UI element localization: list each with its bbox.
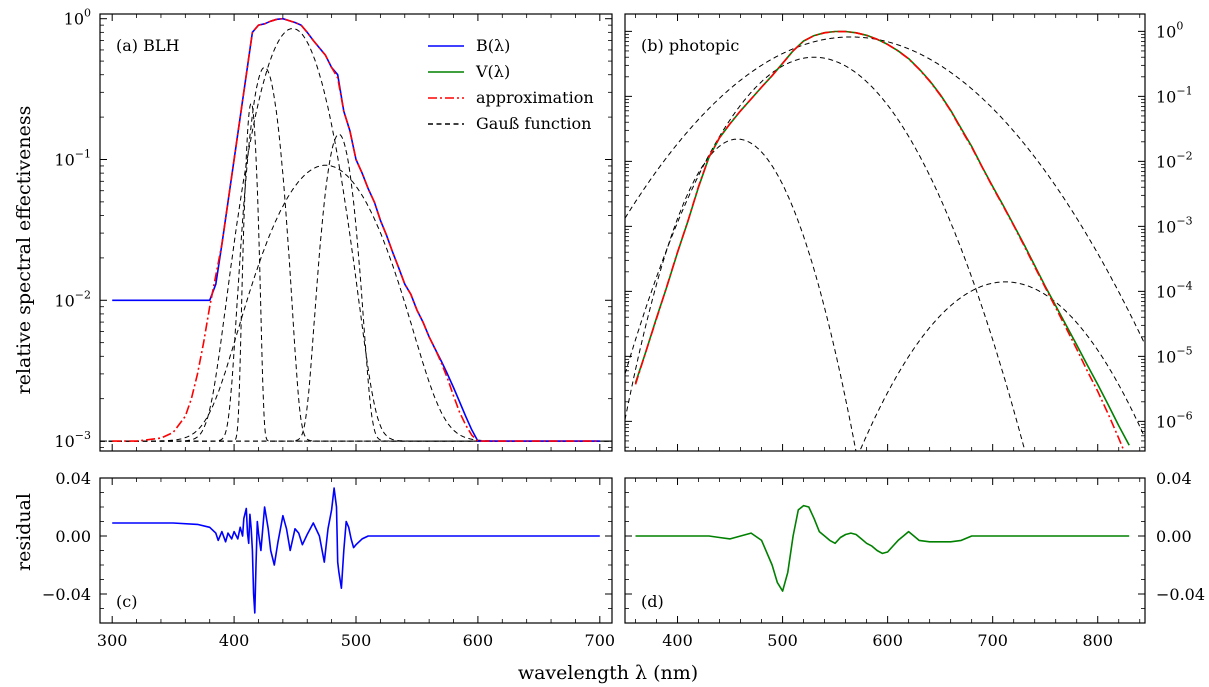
- legend-label: approximation: [476, 88, 594, 107]
- x-axis-label: wavelength λ (nm): [518, 662, 698, 684]
- x-tick-label: 300: [97, 631, 128, 650]
- panel-label: (b) photopic: [641, 36, 739, 55]
- panel-d: 400 500 600 700 800 0.04 0.00 −0.04 (d): [624, 469, 1205, 650]
- panel-label: (a) BLH: [116, 36, 179, 55]
- x-tick-label: 700: [585, 631, 616, 650]
- x-tick-label: 700: [977, 631, 1008, 650]
- y-axis-label-bottom: residual: [13, 493, 35, 571]
- plot-frame: [624, 477, 1146, 624]
- x-tick-label: 600: [463, 631, 494, 650]
- y-axis-label-top: relative spectral effectiveness: [13, 106, 35, 395]
- y-tick-label: 10−6: [1156, 409, 1193, 431]
- x-tick-label: 400: [219, 631, 250, 650]
- x-tick-label: 400: [662, 631, 693, 650]
- y-tick-label: 10−3: [54, 429, 91, 451]
- y-tick-label: 0.00: [55, 527, 91, 546]
- gaussian-curve: [100, 102, 612, 442]
- series-line: [112, 487, 600, 614]
- y-tick-label: 10−3: [1156, 214, 1193, 236]
- series-line: [634, 30, 1130, 446]
- gaussian-curve: [100, 133, 612, 442]
- y-tick-label: 100: [1156, 19, 1183, 41]
- gaussian-curve: [625, 138, 857, 451]
- x-tick-label: 600: [872, 631, 903, 650]
- series-line: [112, 17, 600, 442]
- series-line: [634, 30, 1125, 451]
- y-tick-label: 10−2: [1156, 149, 1193, 171]
- legend-label: Gauß function: [476, 114, 591, 133]
- y-tick-label: 10−1: [1156, 84, 1193, 106]
- panel-b: 10−6 10−5 10−4 10−3 10−2 10−1 100 (b) photopic: [624, 13, 1193, 452]
- legend-label: V(λ): [475, 62, 510, 81]
- x-tick-label: 500: [767, 631, 798, 650]
- y-tick-label: 10−1: [54, 147, 91, 169]
- y-tick-label: 0.04: [55, 469, 91, 488]
- y-tick-label: −0.04: [1156, 585, 1205, 604]
- y-tick-label: 0.00: [1156, 527, 1192, 546]
- y-tick-label: 10−4: [1156, 279, 1193, 301]
- y-tick-label: 10−5: [1156, 344, 1193, 366]
- plot-frame: [99, 477, 613, 624]
- plot-frame: [99, 13, 613, 452]
- series-line: [635, 504, 1130, 592]
- y-tick-label: −0.04: [42, 585, 91, 604]
- plot-frame: [624, 13, 1146, 452]
- legend-label: B(λ): [476, 36, 510, 55]
- gaussian-curve: [859, 281, 1145, 451]
- panel-label: (c): [116, 592, 137, 611]
- x-tick-label: 500: [341, 631, 372, 650]
- panel-c: 300 400 500 600 700 0.04 0.00 −0.04 (c): [42, 469, 615, 650]
- panel-a: 10−3 10−2 10−1 100 (a) BLH B(λ) V(λ) approximat…: [54, 7, 613, 452]
- y-tick-label: 0.04: [1156, 469, 1192, 488]
- x-tick-label: 800: [1082, 631, 1113, 650]
- gaussian-curve: [625, 56, 1026, 451]
- gaussian-curve: [100, 164, 612, 442]
- gaussian-curve: [625, 36, 1145, 345]
- y-tick-label: 10−2: [54, 288, 91, 310]
- panel-label: (d): [641, 592, 664, 611]
- y-tick-label: 100: [64, 7, 91, 29]
